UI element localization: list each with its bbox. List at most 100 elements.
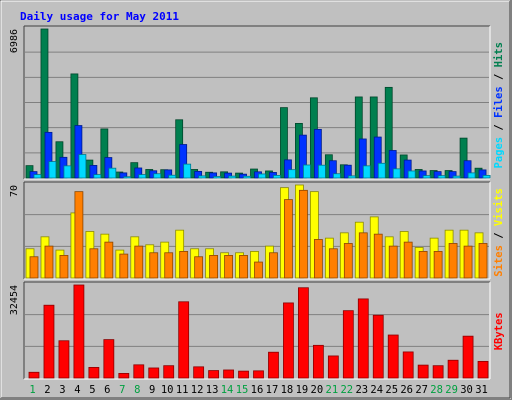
x-tick-label-day-1: 1 xyxy=(29,384,35,396)
bar-files-day-14 xyxy=(224,172,232,179)
chart-title: Daily usage for May 2011 xyxy=(20,10,179,23)
bar-files-day-28 xyxy=(433,171,442,179)
bar-files-day-31 xyxy=(478,169,487,179)
bar-pages-day-28 xyxy=(437,175,446,179)
y-max-label: 6986 xyxy=(9,29,20,53)
bar-kbytes-day-9 xyxy=(148,367,160,379)
bar-sites-day-20 xyxy=(313,239,323,279)
legend-item-hits: Hits xyxy=(493,42,505,67)
x-tick-label-day-29: 29 xyxy=(445,384,458,396)
bar-pages-day-22 xyxy=(347,175,356,179)
bar-sites-day-17 xyxy=(269,252,278,279)
bar-kbytes-day-17 xyxy=(268,351,279,379)
x-tick-label-day-23: 23 xyxy=(355,384,368,396)
bar-kbytes-day-20 xyxy=(312,344,324,379)
bar-files-day-30 xyxy=(463,160,472,179)
bar-sites-day-30 xyxy=(463,245,473,279)
bar-files-day-19 xyxy=(299,134,307,179)
bar-kbytes-day-13 xyxy=(208,370,220,379)
bar-pages-day-18 xyxy=(288,169,296,179)
bar-pages-day-26 xyxy=(407,170,416,179)
bar-kbytes-day-21 xyxy=(327,355,339,379)
bar-sites-day-31 xyxy=(478,243,488,279)
bar-kbytes-day-10 xyxy=(163,365,175,379)
bar-files-day-25 xyxy=(388,150,397,179)
bar-pages-day-9 xyxy=(153,173,162,179)
bar-kbytes-day-12 xyxy=(193,366,205,379)
x-tick-label-day-6: 6 xyxy=(104,384,110,396)
bar-hits-day-6 xyxy=(100,128,109,179)
bar-files-day-22 xyxy=(343,164,352,179)
x-tick-label-day-5: 5 xyxy=(89,384,95,396)
x-tick-label-day-28: 28 xyxy=(430,384,443,396)
bar-pages-day-29 xyxy=(452,175,461,179)
bar-sites-day-8 xyxy=(134,245,144,279)
bar-sites-day-14 xyxy=(224,255,233,279)
bar-pages-day-10 xyxy=(168,174,177,179)
bar-pages-day-24 xyxy=(377,162,386,179)
bar-kbytes-day-19 xyxy=(298,287,309,379)
bar-kbytes-day-4 xyxy=(73,284,85,379)
bar-files-day-13 xyxy=(209,172,218,179)
bar-sites-day-9 xyxy=(149,252,159,279)
bar-kbytes-day-8 xyxy=(133,364,145,379)
x-tick-label-day-16: 16 xyxy=(251,384,264,396)
bar-files-day-6 xyxy=(104,157,113,179)
x-tick-label-day-7: 7 xyxy=(119,384,125,396)
bar-sites-day-10 xyxy=(164,252,174,279)
x-tick-label-day-11: 11 xyxy=(176,384,189,396)
x-tick-label-day-3: 3 xyxy=(59,384,65,396)
bar-files-day-5 xyxy=(89,165,98,179)
bar-files-day-18 xyxy=(284,159,292,179)
bar-pages-day-4 xyxy=(78,154,87,179)
bar-kbytes-day-26 xyxy=(402,351,414,379)
bar-pages-day-11 xyxy=(183,163,192,179)
bar-files-day-12 xyxy=(194,170,203,179)
bar-pages-day-30 xyxy=(467,172,476,179)
bar-sites-day-2 xyxy=(44,245,54,279)
bar-sites-day-5 xyxy=(89,248,99,279)
bar-hits-day-30 xyxy=(459,137,468,179)
bar-files-day-24 xyxy=(373,136,382,179)
bar-kbytes-day-2 xyxy=(43,304,55,379)
bar-kbytes-day-16 xyxy=(253,370,264,379)
chart-panels: 6986 Pages / Files / Hits 70 Sites / Visits… xyxy=(9,25,505,396)
bar-sites-day-4 xyxy=(74,191,84,279)
x-tick-label-day-19: 19 xyxy=(296,384,309,396)
bar-sites-day-7 xyxy=(119,253,129,279)
bar-pages-day-16 xyxy=(258,173,266,179)
x-tick-label-day-27: 27 xyxy=(415,384,428,396)
bar-pages-day-14 xyxy=(228,175,236,179)
legend: Sites / Visits xyxy=(493,188,505,277)
legend-item-pages: Pages xyxy=(493,137,505,169)
x-tick-label-day-20: 20 xyxy=(311,384,324,396)
bar-kbytes-day-23 xyxy=(357,298,369,379)
legend-item-visits: Visits xyxy=(493,188,505,226)
bar-kbytes-day-30 xyxy=(462,335,474,379)
legend-item-files: Files xyxy=(493,86,505,118)
bar-kbytes-day-28 xyxy=(432,365,444,379)
x-tick-label-day-4: 4 xyxy=(74,384,80,396)
bar-kbytes-day-6 xyxy=(103,339,115,379)
bar-sites-day-11 xyxy=(179,251,189,279)
x-tick-label-day-21: 21 xyxy=(326,384,339,396)
bar-kbytes-day-18 xyxy=(283,302,294,379)
bar-files-day-11 xyxy=(179,144,188,179)
bar-sites-day-19 xyxy=(299,189,308,279)
bar-pages-day-20 xyxy=(317,164,326,179)
bar-sites-day-29 xyxy=(448,243,458,279)
bar-pages-day-13 xyxy=(213,176,222,179)
bar-pages-day-31 xyxy=(482,175,491,179)
bar-pages-day-8 xyxy=(138,174,147,179)
x-tick-label-day-2: 2 xyxy=(44,384,50,396)
bar-files-day-10 xyxy=(164,169,173,179)
bar-sites-day-26 xyxy=(403,241,413,279)
bar-hits-day-2 xyxy=(40,28,49,179)
legend: Pages / Files / Hits xyxy=(493,42,505,168)
bar-kbytes-day-24 xyxy=(372,314,384,379)
bar-sites-day-27 xyxy=(418,251,428,279)
bar-pages-day-3 xyxy=(63,165,72,179)
x-tick-label-day-9: 9 xyxy=(149,384,155,396)
x-tick-label-day-17: 17 xyxy=(266,384,279,396)
